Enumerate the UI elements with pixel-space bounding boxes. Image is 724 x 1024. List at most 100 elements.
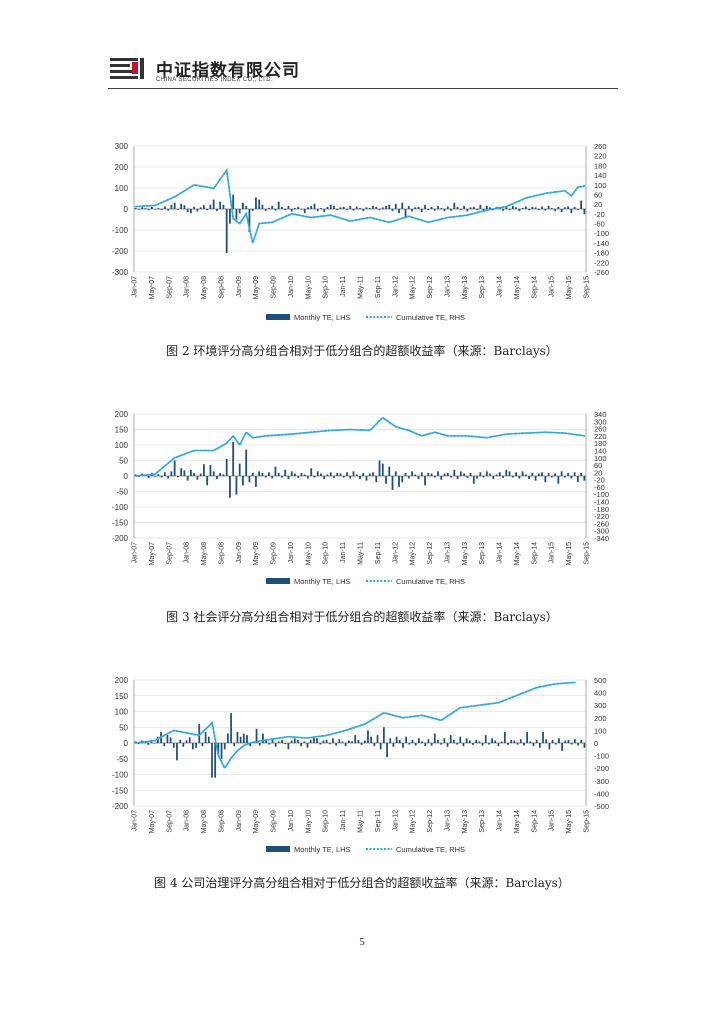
x-tick-label: May-15 [566, 810, 573, 833]
monthly-te-bar [287, 743, 290, 750]
monthly-te-bar [261, 472, 264, 476]
monthly-te-bar [443, 473, 446, 476]
monthly-te-bar [312, 736, 315, 743]
monthly-te-bar [443, 209, 446, 212]
x-tick-label: Sep-07 [166, 542, 173, 565]
x-tick-label: Sep-15 [584, 810, 591, 833]
x-tick-label: Sep-09 [271, 276, 278, 299]
monthly-te-bar [271, 738, 274, 743]
monthly-te-bar [430, 206, 433, 209]
monthly-te-bar [449, 735, 452, 743]
legend-label: Monthly TE, LHS [294, 845, 351, 854]
monthly-te-bar [404, 209, 407, 219]
monthly-te-bar [456, 743, 458, 745]
y-left-tick-label: 100 [115, 441, 129, 450]
csi-logo-icon [110, 58, 144, 79]
y-left-tick-label: -150 [112, 519, 129, 528]
figure-4-caption: 图 4 公司治理评分高分组合相对于低分组合的超额收益率（来源：Barclays） [154, 876, 570, 890]
monthly-te-bar [227, 733, 229, 743]
monthly-te-bar [478, 741, 481, 743]
monthly-te-bar [239, 736, 242, 743]
monthly-te-bar [265, 739, 267, 743]
monthly-te-bar [193, 472, 196, 476]
x-tick-label: Jan-12 [392, 542, 399, 564]
monthly-te-bar [195, 743, 197, 748]
monthly-te-bar [567, 472, 570, 476]
monthly-te-bar [303, 209, 306, 214]
x-tick-label: May-10 [305, 542, 312, 565]
y-left-tick-label: 100 [115, 184, 129, 193]
monthly-te-bar [484, 735, 487, 743]
monthly-te-bar [469, 207, 472, 209]
monthly-te-bar [573, 739, 576, 743]
x-tick-label: Sep-08 [218, 276, 225, 299]
y-right-tick-label: -220 [594, 258, 609, 267]
monthly-te-bar [508, 471, 511, 476]
monthly-te-bar [185, 740, 188, 743]
monthly-te-bar [394, 471, 397, 476]
legend-bar-swatch [266, 578, 290, 584]
monthly-te-bar [219, 201, 222, 209]
x-tick-label: Sep-10 [323, 276, 330, 299]
x-tick-label: Jan-08 [184, 542, 191, 564]
monthly-te-bar [255, 197, 257, 209]
monthly-te-bar [375, 206, 378, 209]
monthly-te-bar [370, 736, 373, 743]
monthly-te-bar [290, 740, 293, 743]
x-tick-label: May-12 [410, 276, 417, 299]
monthly-te-bar [476, 209, 478, 211]
monthly-te-bar [199, 207, 202, 209]
monthly-te-bar [510, 739, 513, 743]
y-right-tick-label: -140 [594, 498, 609, 507]
monthly-te-bar [537, 209, 540, 211]
monthly-te-bar [287, 205, 290, 209]
monthly-te-bar [322, 740, 325, 743]
monthly-te-bar [233, 743, 236, 747]
monthly-te-bar [388, 204, 391, 209]
x-tick-label: May-11 [358, 810, 365, 833]
monthly-te-bar [532, 743, 535, 747]
x-tick-label: Jan-07 [132, 276, 139, 298]
y-right-tick-label: -200 [594, 764, 609, 773]
monthly-te-bar [173, 460, 176, 476]
monthly-te-bar [437, 739, 439, 743]
y-left-tick-label: -50 [116, 488, 128, 497]
x-tick-label: Jan-08 [184, 810, 191, 832]
x-tick-label: Sep-13 [479, 276, 486, 299]
monthly-te-bar [544, 476, 547, 483]
y-right-tick-label: 180 [594, 439, 607, 448]
monthly-te-bar [534, 476, 537, 481]
monthly-te-bar [144, 208, 147, 209]
x-tick-label: Sep-07 [166, 810, 173, 833]
monthly-te-bar [290, 471, 293, 476]
monthly-te-bar [411, 209, 413, 212]
monthly-te-bar [214, 743, 217, 778]
cumulative-te-line [134, 416, 586, 477]
monthly-te-bar [521, 471, 524, 476]
monthly-te-bar [307, 476, 309, 479]
monthly-te-bar [476, 476, 478, 479]
monthly-te-bar [216, 476, 218, 480]
monthly-te-bar [433, 209, 436, 211]
x-tick-label: Jan-14 [497, 276, 504, 298]
monthly-te-bar [180, 468, 183, 476]
monthly-te-bar [446, 472, 449, 476]
y-right-tick-label: 20 [594, 468, 602, 477]
monthly-te-bar [577, 743, 579, 746]
monthly-te-bar [405, 736, 408, 743]
figure-2: 300 200 100 0 -100 -200 -300 260 220 180 140 100 60 2… [0, 138, 724, 338]
y-right-tick-label: -100 [594, 752, 609, 761]
monthly-te-bar [580, 200, 583, 209]
monthly-te-bar [427, 472, 430, 476]
monthly-te-bar [463, 473, 465, 476]
monthly-te-bar [190, 469, 192, 476]
monthly-te-bar [564, 740, 567, 743]
monthly-te-bar [570, 476, 573, 479]
y-left-tick-label: -300 [112, 268, 129, 277]
monthly-te-bar [437, 205, 439, 209]
monthly-te-bar [255, 476, 257, 487]
monthly-te-bar [446, 743, 449, 747]
y-right-tick-label: -60 [594, 220, 605, 229]
monthly-te-bar [531, 206, 534, 209]
x-tick-label: Jan-14 [497, 810, 504, 832]
